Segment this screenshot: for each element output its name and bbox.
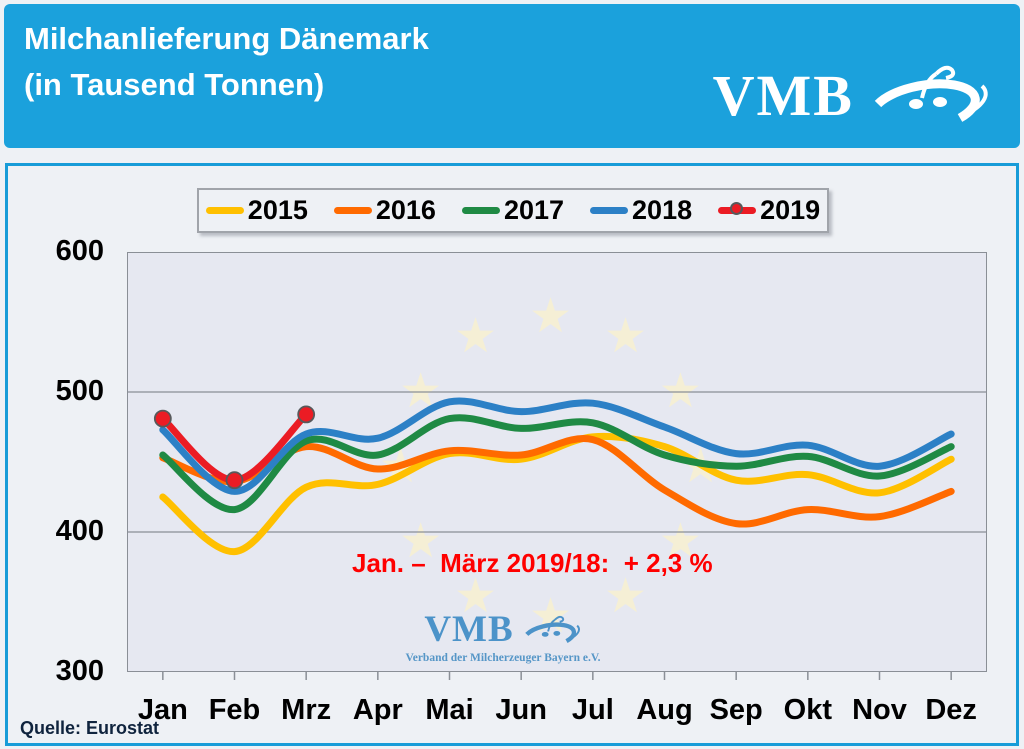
x-tick-label-Mrz: Mrz <box>281 694 332 726</box>
growth-annotation: Jan. – März 2019/18: + 2,3 % <box>352 548 713 578</box>
legend-label-2019: 2019 <box>760 195 821 225</box>
y-tick-label-400: 400 <box>55 515 104 547</box>
y-tick-label-300: 300 <box>55 655 104 687</box>
series-marker-2019 <box>225 471 244 490</box>
title-line-2: (in Tausend Tonnen) <box>24 67 325 102</box>
x-tick-label-Nov: Nov <box>852 694 907 726</box>
x-tick-label-Aug: Aug <box>636 694 693 726</box>
x-tick-label-Jul: Jul <box>571 694 614 726</box>
legend-item-2016: 2016 <box>333 195 436 226</box>
legend-label-2018: 2018 <box>632 195 693 225</box>
x-tick-label-Feb: Feb <box>208 694 261 726</box>
vmb-watermark-caption: Verband der Milcherzeuger Bayern e.V. <box>405 652 601 664</box>
x-tick-label-Okt: Okt <box>783 694 832 726</box>
header-banner: Milchanlieferung Dänemark (in Tausend To… <box>4 4 1020 148</box>
vmb-watermark: VMB Verband der Milcherzeuger Bayern e.V… <box>403 608 603 664</box>
vmb-logo: VMB <box>713 52 992 138</box>
eu-star-icon: ★ <box>454 569 498 623</box>
legend-label-2017: 2017 <box>503 195 565 225</box>
title-line-1: Milchanlieferung Dänemark <box>24 21 429 56</box>
legend-swatch-2016 <box>333 207 372 214</box>
vmb-swirl-icon <box>874 65 988 122</box>
x-tick-label-Apr: Apr <box>352 694 403 726</box>
legend-item-2018: 2018 <box>590 195 692 226</box>
legend-swatch-2015 <box>205 207 244 214</box>
eu-star-icon: ★ <box>658 515 702 568</box>
series-line-2018 <box>159 397 955 495</box>
legend-marker-dot <box>730 202 744 215</box>
x-tick-label-Dez: Dez <box>925 694 977 726</box>
eu-star-icon: ★ <box>454 310 498 364</box>
eu-star-icon: ★ <box>604 569 648 623</box>
x-tick-label-Sep: Sep <box>709 694 763 726</box>
y-tick-label-600: 600 <box>55 235 104 267</box>
vmb-logo-text: VMB <box>712 62 854 128</box>
legend-label-2015: 2015 <box>247 195 308 225</box>
source-note: Quelle: Eurostat <box>20 718 160 738</box>
legend-swatch-2018 <box>590 207 629 214</box>
legend-item-2015: 2015 <box>205 195 308 226</box>
vmb-watermark-swirl-icon <box>524 615 580 643</box>
chart-panel: 2015 2016 2017 2018 2019 ★ ★ ★ ★ ★ ★ ★ ★ ★ ★ ★ ★ 300 400… <box>5 163 1019 746</box>
eu-star-icon: ★ <box>529 290 573 343</box>
legend-item-2019: 2019 <box>718 195 820 226</box>
x-tick-label-Jun: Jun <box>495 694 547 726</box>
series-marker-2019 <box>153 409 172 428</box>
chart-legend: 2015 2016 2017 2018 2019 <box>197 188 829 233</box>
legend-label-2016: 2016 <box>375 195 436 225</box>
y-tick-label-500: 500 <box>55 375 104 407</box>
legend-item-2017: 2017 <box>461 195 565 226</box>
legend-swatch-2017 <box>461 207 500 214</box>
x-tick-label-Mai: Mai <box>425 694 474 726</box>
eu-star-icon: ★ <box>529 590 573 643</box>
eu-star-icon: ★ <box>399 515 443 568</box>
legend-swatch-2019 <box>718 202 757 215</box>
page-title: Milchanlieferung Dänemark (in Tausend To… <box>24 16 429 108</box>
plot-area: ★ ★ ★ ★ ★ ★ ★ ★ ★ ★ ★ ★ <box>127 252 987 680</box>
vmb-watermark-text: VMB <box>424 609 514 650</box>
chart-canvas <box>127 252 987 680</box>
series-line-2017 <box>159 414 955 514</box>
eu-star-icon: ★ <box>604 310 648 364</box>
series-marker-2019 <box>297 405 316 424</box>
x-tick-label-Jan: Jan <box>137 694 188 726</box>
